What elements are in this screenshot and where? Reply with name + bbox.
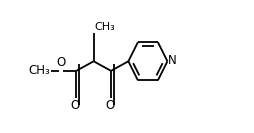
Text: O: O — [71, 99, 80, 112]
Text: O: O — [56, 56, 65, 69]
Text: O: O — [105, 99, 114, 112]
Text: N: N — [168, 54, 176, 67]
Text: CH₃: CH₃ — [94, 22, 115, 32]
Text: CH₃: CH₃ — [29, 64, 50, 77]
